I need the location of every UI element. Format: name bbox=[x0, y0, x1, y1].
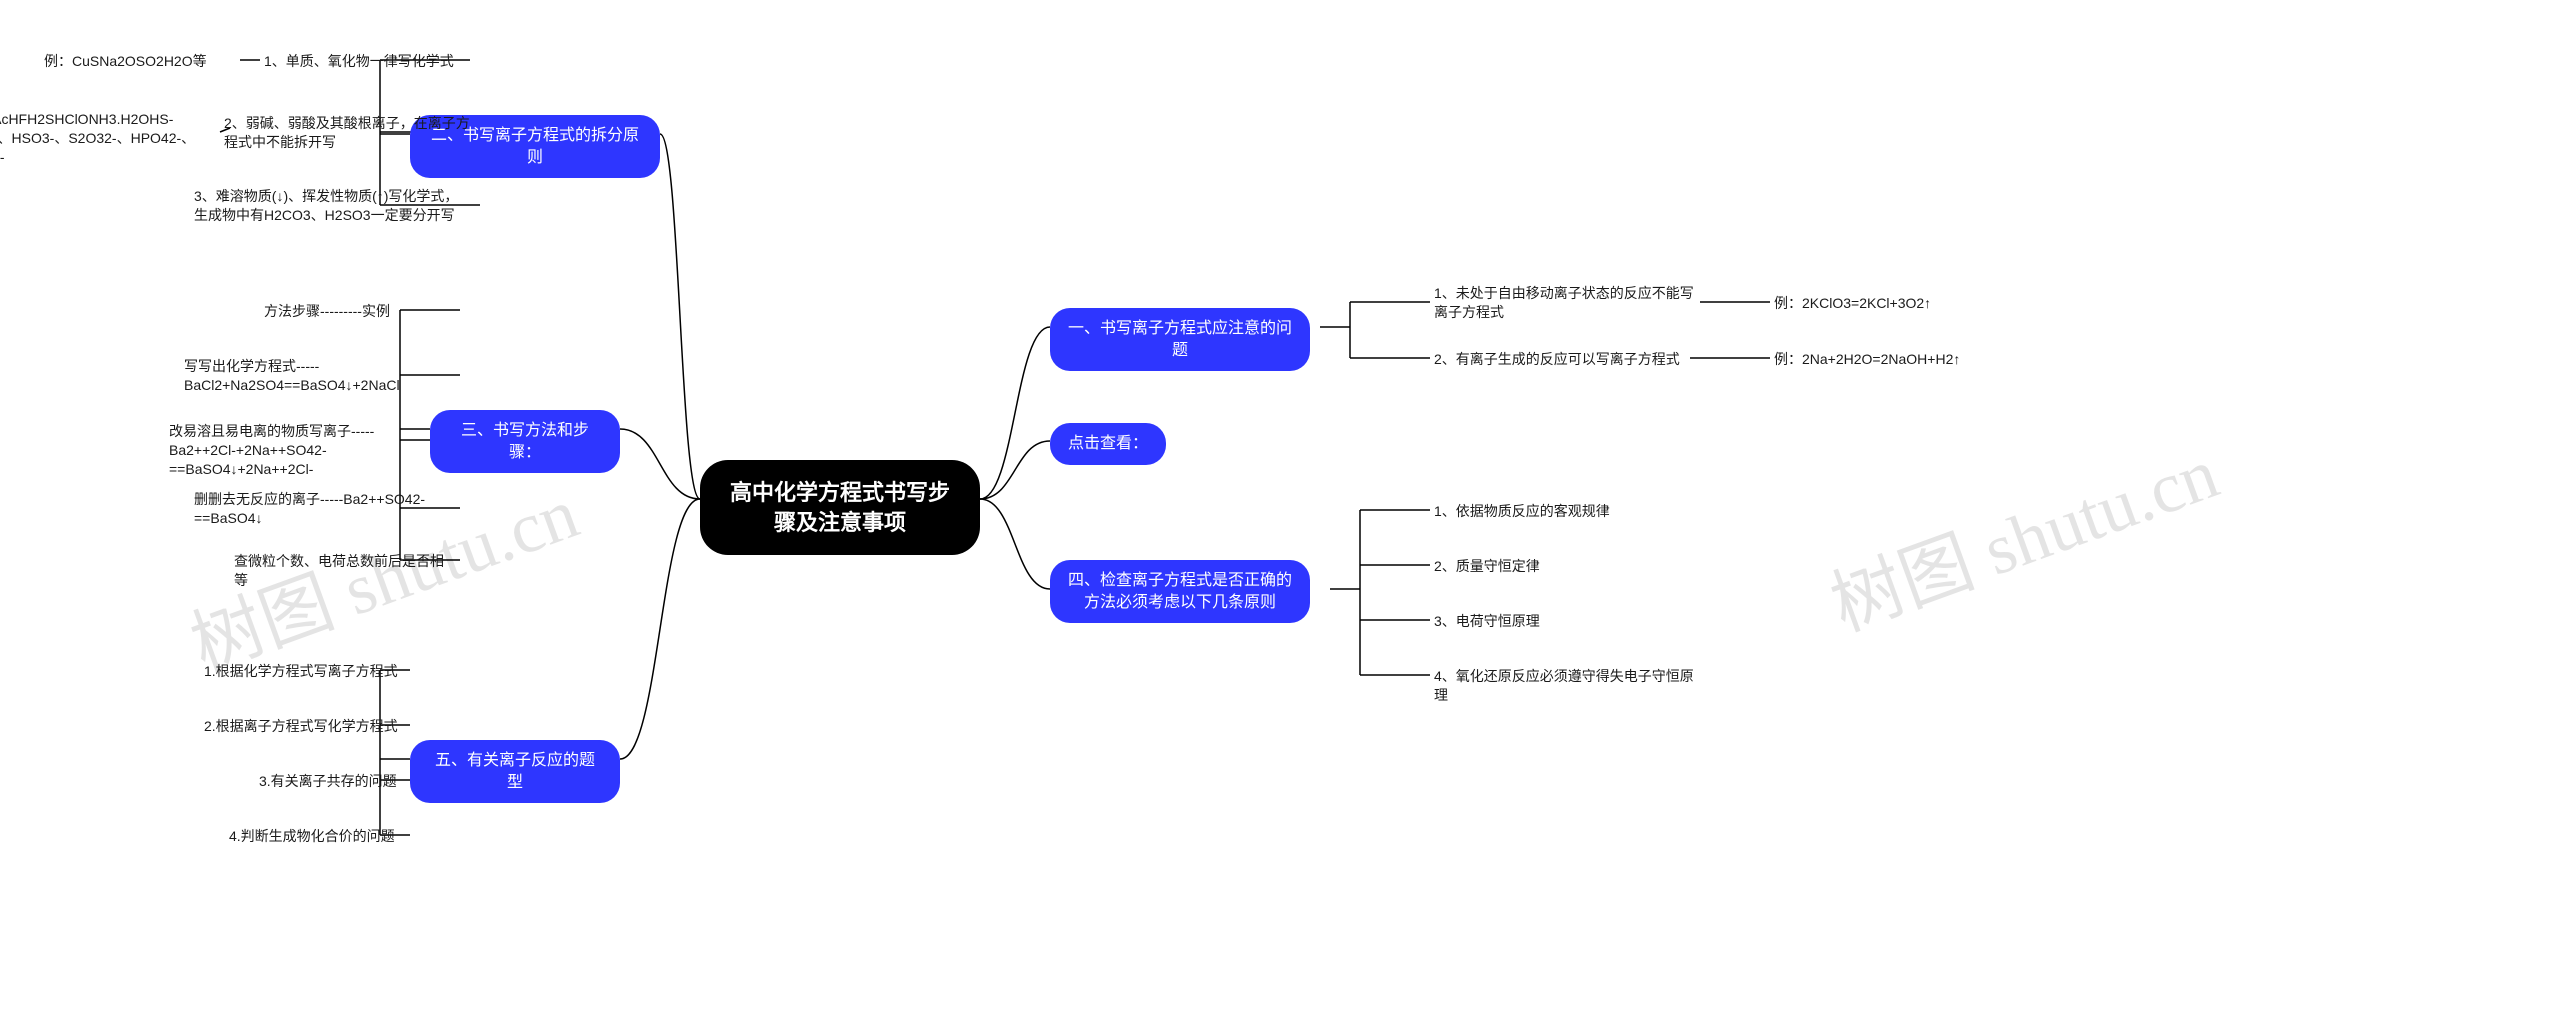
branch-4[interactable]: 四、检查离子方程式是否正确的方法必须考虑以下几条原则 bbox=[1050, 560, 1310, 623]
leaf-4-3: 3、电荷守恒原理 bbox=[1430, 610, 1590, 633]
leaf-5-4: 4.判断生成物化合价的问题 bbox=[225, 825, 410, 848]
root-node[interactable]: 高中化学方程式书写步骤及注意事项 bbox=[700, 460, 980, 555]
mindmap-canvas: { "canvas": { "width": 2560, "height": 1… bbox=[0, 0, 2560, 1022]
leaf-2-2-ex: 例：HAcHFH2SHClONH3.H2OHS-HCO3-、HSO3-、S2O3… bbox=[0, 108, 230, 169]
branch-3[interactable]: 三、书写方法和步骤： bbox=[430, 410, 620, 473]
leaf-3-3: 改易溶且易电离的物质写离子-----Ba2++2Cl-+2Na++SO42-==… bbox=[165, 420, 445, 481]
leaf-2-1-ex: 例：CuSNa2OSO2H2O等 bbox=[40, 50, 240, 73]
leaf-5-1: 1.根据化学方程式写离子方程式 bbox=[200, 660, 410, 683]
leaf-3-5: 查微粒个数、电荷总数前后是否相等 bbox=[230, 550, 460, 592]
leaf-5-2: 2.根据离子方程式写化学方程式 bbox=[200, 715, 410, 738]
branch-1[interactable]: 一、书写离子方程式应注意的问题 bbox=[1050, 308, 1310, 371]
leaf-2-2: 2、弱碱、弱酸及其酸根离子，在离子方程式中不能拆开写 bbox=[220, 112, 480, 154]
leaf-4-4: 4、氧化还原反应必须遵守得失电子守恒原理 bbox=[1430, 665, 1710, 707]
leaf-2-3: 3、难溶物质(↓)、挥发性物质(↑)写化学式，生成物中有H2CO3、H2SO3一… bbox=[190, 185, 470, 227]
leaf-4-1: 1、依据物质反应的客观规律 bbox=[1430, 500, 1650, 523]
leaf-5-3: 3.有关离子共存的问题 bbox=[255, 770, 410, 793]
leaf-3-2: 写写出化学方程式-----BaCl2+Na2SO4==BaSO4↓+2NaCl bbox=[180, 355, 460, 397]
leaf-1-2: 2、有离子生成的反应可以写离子方程式 bbox=[1430, 348, 1690, 371]
branch-5[interactable]: 五、有关离子反应的题型 bbox=[410, 740, 620, 803]
leaf-1-2-ex: 例：2Na+2H2O=2NaOH+H2↑ bbox=[1770, 348, 2010, 371]
watermark: 树图 shutu.cn bbox=[1814, 414, 2230, 651]
leaf-3-1: 方法步骤---------实例 bbox=[260, 300, 460, 323]
leaf-1-1-ex: 例：2KClO3=2KCl+3O2↑ bbox=[1770, 292, 1990, 315]
branch-click-view[interactable]: 点击查看： bbox=[1050, 423, 1166, 465]
leaf-1-1: 1、未处于自由移动离子状态的反应不能写离子方程式 bbox=[1430, 282, 1700, 324]
leaf-3-4: 删删去无反应的离子-----Ba2++SO42-==BaSO4↓ bbox=[190, 488, 460, 530]
leaf-4-2: 2、质量守恒定律 bbox=[1430, 555, 1590, 578]
leaf-2-1: 1、单质、氧化物一律写化学式 bbox=[260, 50, 470, 73]
